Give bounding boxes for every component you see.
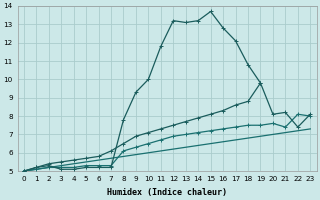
X-axis label: Humidex (Indice chaleur): Humidex (Indice chaleur): [107, 188, 227, 197]
